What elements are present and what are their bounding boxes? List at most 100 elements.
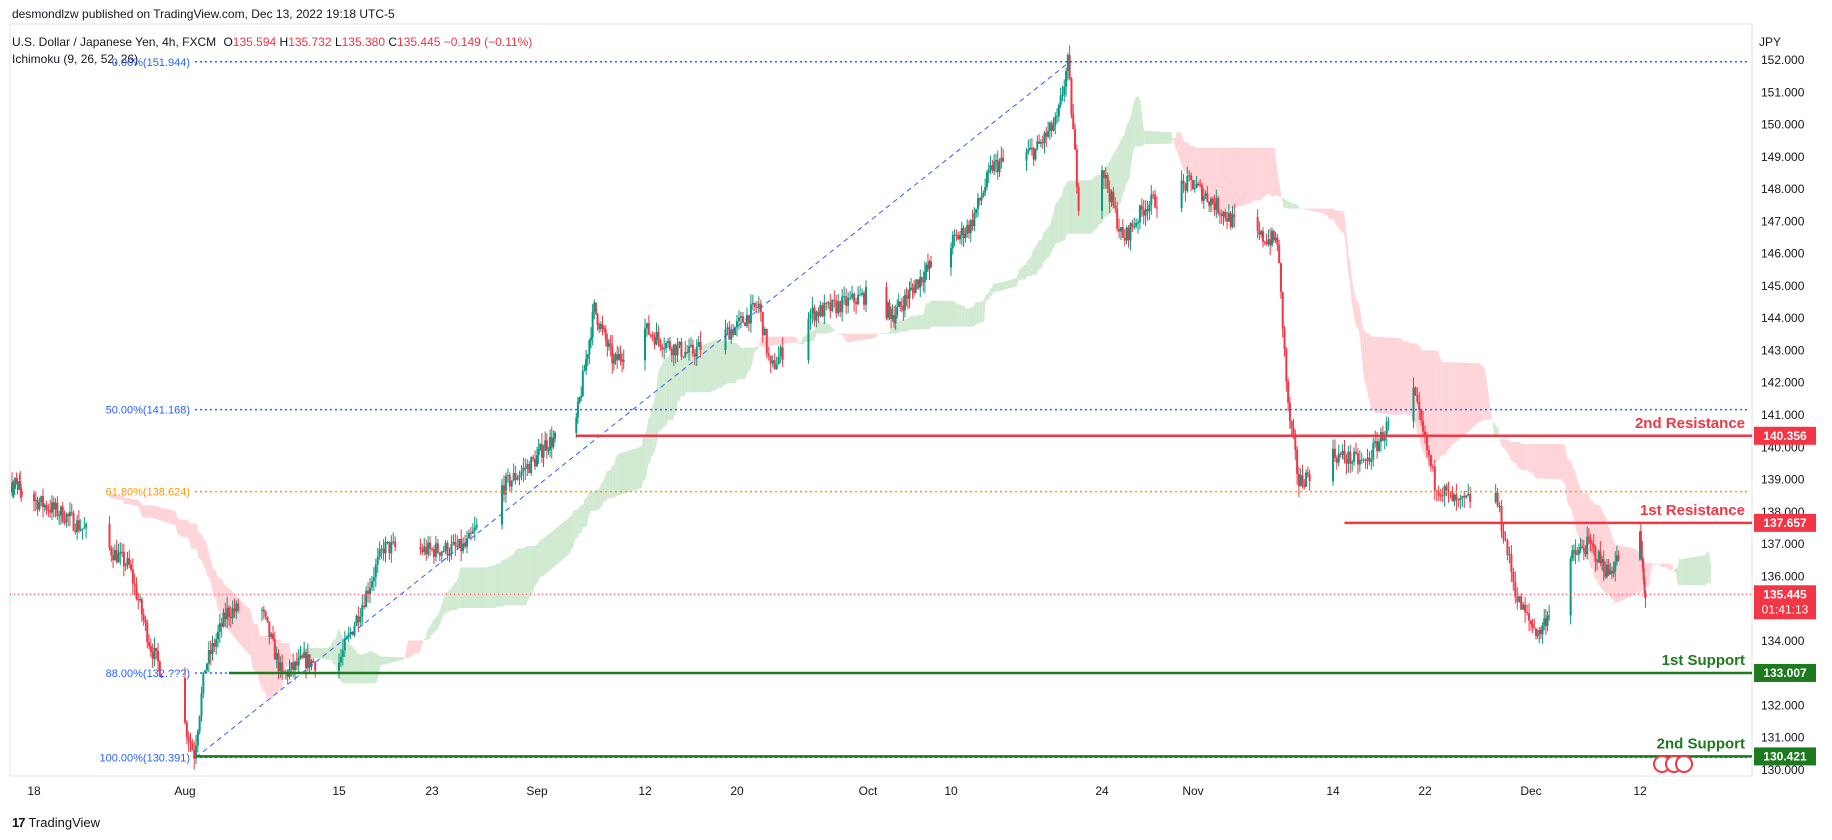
candle-up xyxy=(1372,443,1375,460)
candle-up xyxy=(861,292,864,295)
candle-down xyxy=(144,620,147,623)
candle-up xyxy=(1047,130,1050,137)
cloud-segment-bearish xyxy=(1346,232,1349,274)
candle-down xyxy=(1429,455,1432,467)
cloud-segment-bullish xyxy=(1016,271,1019,287)
cloud-segment-bearish xyxy=(1667,563,1670,572)
cloud-segment-bearish xyxy=(1355,297,1358,328)
candle-down xyxy=(63,521,66,523)
candle-down xyxy=(1229,212,1232,227)
candle-down xyxy=(1574,550,1577,555)
cloud-segment-bearish xyxy=(263,635,266,692)
cloud-segment-bullish xyxy=(586,492,589,526)
candle-up xyxy=(198,716,201,732)
cloud-segment-bullish xyxy=(895,321,898,334)
cloud-segment-bullish xyxy=(429,622,432,639)
cloud-segment-bullish xyxy=(1030,250,1033,277)
candle-up xyxy=(1494,492,1497,502)
cloud-segment-bearish xyxy=(1563,444,1566,486)
candle-down xyxy=(268,621,271,637)
tradingview-footer[interactable]: 17 TradingView xyxy=(12,815,100,830)
candle-up xyxy=(76,520,79,532)
candle-up xyxy=(1374,441,1377,444)
cloud-segment-bullish xyxy=(812,329,815,341)
candle-down xyxy=(213,643,216,647)
cloud-segment-bearish xyxy=(219,578,222,619)
cloud-segment-bullish xyxy=(431,620,434,635)
cloud-segment-bullish xyxy=(925,303,928,330)
cloud-segment-bullish xyxy=(101,491,104,494)
cloud-segment-bearish xyxy=(1182,138,1185,173)
cloud-segment-bullish xyxy=(1063,186,1066,241)
candle-down xyxy=(454,541,457,547)
cloud-segment-bearish xyxy=(122,495,125,504)
cloud-segment-bullish xyxy=(1045,227,1048,262)
candle-up xyxy=(1057,104,1060,117)
event-marker-icon[interactable] xyxy=(1675,755,1693,773)
cloud-segment-bearish xyxy=(1452,362,1455,445)
time-axis[interactable]: 18 Aug 15 23 Sep 12 20 Oct 10 24 Nov 14 22 Dec 12 xyxy=(27,784,1647,798)
candle-down xyxy=(1514,581,1517,597)
candle-up xyxy=(231,608,234,619)
cloud-segment-bearish xyxy=(1299,208,1324,214)
cloud-segment-bearish xyxy=(1274,147,1277,197)
candle-up xyxy=(1129,223,1132,241)
cloud-segment-bearish xyxy=(766,336,792,347)
cloud-segment-bullish xyxy=(380,656,405,666)
cloud-segment-bearish xyxy=(139,501,141,514)
candle-up xyxy=(982,192,985,197)
event-markers[interactable] xyxy=(1653,755,1693,773)
candle-down xyxy=(160,675,163,678)
candle-up xyxy=(857,294,860,305)
cloud-segment-bullish xyxy=(1124,125,1127,192)
y-tick-label: 139.000 xyxy=(1761,473,1805,487)
cloud-segment-bearish xyxy=(1567,457,1570,507)
cloud-segment-bearish xyxy=(416,640,419,654)
cloud-segment-bearish xyxy=(1256,147,1259,201)
candle-up xyxy=(38,502,41,510)
indicator-label[interactable]: Ichimoku (9, 26, 52, 26) xyxy=(12,52,139,66)
cloud-segment-bearish xyxy=(1323,208,1325,215)
cloud-segment-bullish xyxy=(1494,423,1497,438)
cloud-segment-bullish xyxy=(828,324,831,334)
cloud-segment-bearish xyxy=(794,336,797,343)
cloud-segment-bearish xyxy=(184,519,186,538)
candle-up xyxy=(85,524,88,528)
candle-down xyxy=(1469,493,1472,502)
cloud-segment-bullish xyxy=(369,651,372,684)
candle-down xyxy=(460,539,463,552)
candle-up xyxy=(466,538,468,547)
candle-up xyxy=(1385,422,1388,437)
cloud-segment-bullish xyxy=(899,319,902,332)
candle-up xyxy=(1366,457,1369,461)
cloud-segment-bullish xyxy=(1706,552,1708,584)
cloud-segment-bullish xyxy=(1034,245,1037,275)
cloud-segment-bearish xyxy=(115,494,118,500)
cloud-segment-bullish xyxy=(981,300,983,323)
candle-up xyxy=(1370,459,1373,462)
cloud-segment-bearish xyxy=(1572,468,1575,524)
candle-up xyxy=(831,299,834,311)
cloud-segment-bearish xyxy=(267,635,269,700)
cloud-segment-bearish xyxy=(1417,343,1420,440)
candle-up xyxy=(950,248,952,268)
cloud-segment-bearish xyxy=(1578,484,1581,548)
cloud-segment-bearish xyxy=(124,497,127,504)
price-axis[interactable]: 130.000131.000132.000133.000134.000135.0… xyxy=(1761,53,1805,777)
candle-up xyxy=(12,487,15,490)
cloud-segment-bearish xyxy=(1419,346,1422,448)
candle-down xyxy=(1152,194,1155,196)
price-chart[interactable]: 0.00%(151.944) 50.00%(141.168) 61.80%(138.… xyxy=(0,0,1832,810)
candle-up xyxy=(1383,436,1386,441)
cloud-segment-bullish xyxy=(881,332,884,334)
candle-up xyxy=(434,543,437,557)
cloud-segment-bullish xyxy=(685,352,688,393)
cloud-segment-bullish xyxy=(651,405,654,456)
candle-down xyxy=(1184,183,1187,191)
candle-down xyxy=(1441,495,1444,497)
candle-down xyxy=(36,499,39,510)
candle-down xyxy=(651,334,654,337)
cloud-segment-bearish xyxy=(1333,208,1336,226)
cloud-segment-bearish xyxy=(189,523,192,549)
cloud-segment-bullish xyxy=(501,559,504,607)
